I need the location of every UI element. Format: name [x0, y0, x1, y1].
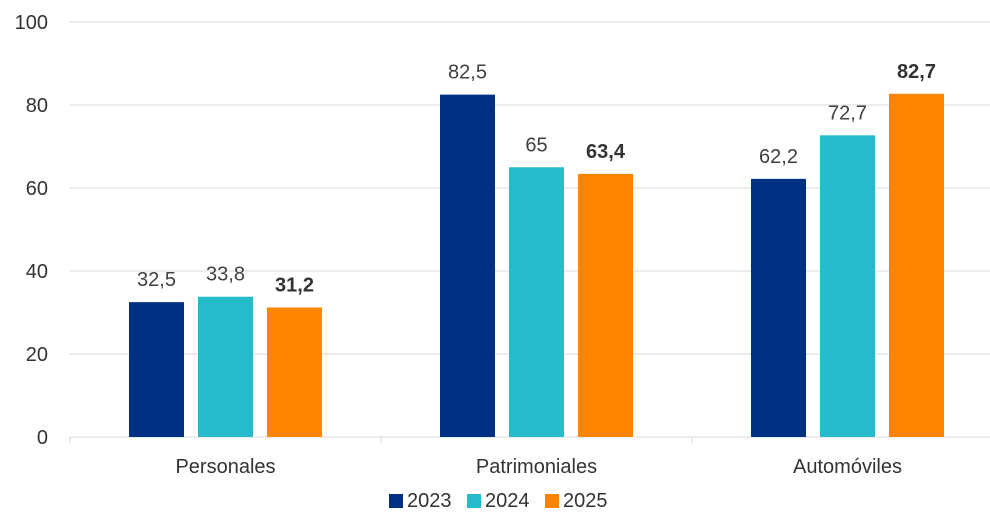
bar-2023-1	[129, 302, 184, 437]
category-label-3: Automóviles	[793, 456, 902, 478]
category-label-1: Personales	[175, 456, 275, 478]
bar-2023-3	[751, 178, 806, 437]
data-label-2024-1: 33,8	[206, 264, 245, 286]
data-label-2025-2: 63,4	[586, 141, 626, 163]
bar-2024-2	[509, 167, 564, 437]
bar-2023-2	[440, 94, 495, 437]
legend-swatch-2025	[545, 494, 559, 508]
data-label-2024-2: 65	[525, 134, 547, 156]
data-label-2024-3: 72,7	[828, 102, 867, 124]
bar-2025-3	[889, 93, 944, 438]
data-label-2023-3: 62,2	[759, 146, 798, 168]
bar-2024-3	[820, 135, 875, 438]
y-tick-label-20: 20	[26, 344, 48, 366]
y-tick-label-60: 60	[26, 178, 48, 200]
y-tick-label-0: 0	[37, 427, 48, 449]
data-label-2023-2: 82,5	[448, 62, 487, 84]
data-label-2025-3: 82,7	[897, 61, 936, 83]
legend-swatch-2024	[467, 494, 481, 508]
bar-2024-1	[198, 296, 253, 437]
legend-label-2025: 2025	[563, 490, 608, 512]
legend-label-2023: 2023	[407, 490, 452, 512]
y-tick-label-40: 40	[26, 261, 48, 283]
bar-2025-1	[267, 307, 322, 437]
category-label-2: Patrimoniales	[476, 456, 597, 478]
y-tick-label-100: 100	[15, 12, 48, 34]
data-label-2025-1: 31,2	[275, 275, 314, 297]
y-tick-label-80: 80	[26, 95, 48, 117]
bar-2025-2	[578, 173, 633, 437]
data-label-2023-1: 32,5	[137, 269, 176, 291]
legend-swatch-2023	[389, 494, 403, 508]
legend-label-2024: 2024	[485, 490, 530, 512]
